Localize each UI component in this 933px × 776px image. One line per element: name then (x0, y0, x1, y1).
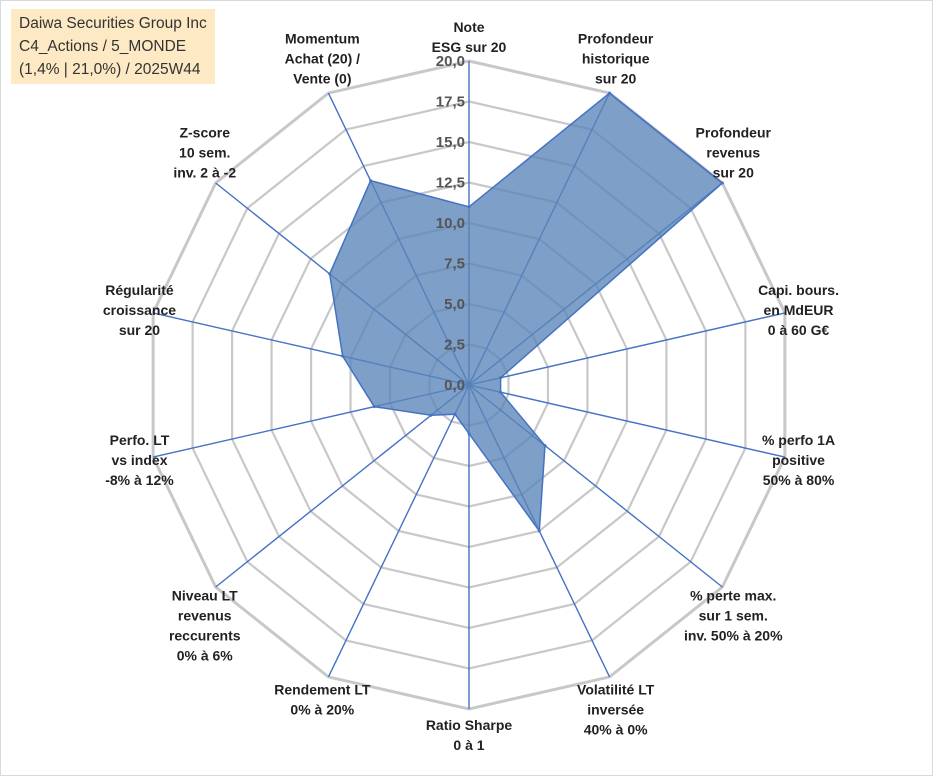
period-label: (1,4% | 21,0%) / 2025W44 (19, 61, 201, 78)
portfolio-name: C4_Actions / 5_MONDE (19, 38, 187, 55)
info-box: Daiwa Securities Group Inc C4_Actions / … (11, 9, 215, 84)
company-name: Daiwa Securities Group Inc (19, 15, 207, 32)
